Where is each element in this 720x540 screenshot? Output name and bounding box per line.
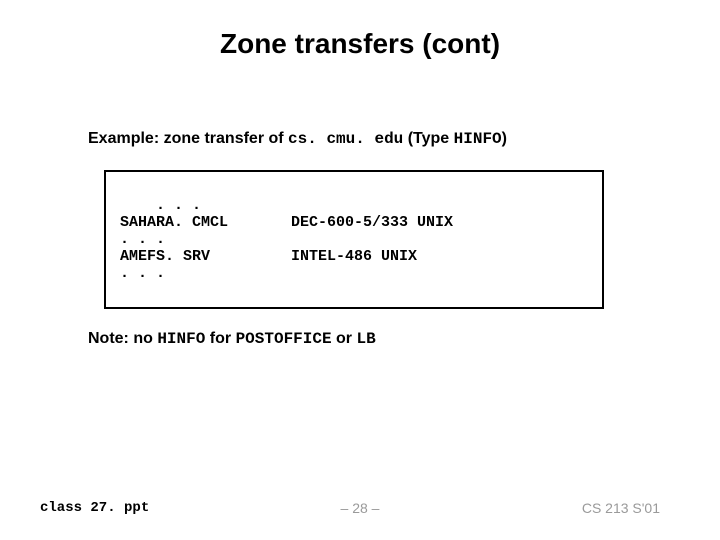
example-type: HINFO	[454, 130, 502, 148]
slide: Zone transfers (cont) Example: zone tran…	[0, 0, 720, 540]
footer: class 27. ppt – 28 – CS 213 S'01	[0, 500, 720, 516]
note-mid2: or	[332, 330, 357, 347]
slide-title: Zone transfers (cont)	[0, 28, 720, 60]
footer-filename: class 27. ppt	[40, 500, 149, 516]
example-mid: (Type	[403, 130, 453, 147]
footer-course: CS 213 S'01	[582, 500, 660, 516]
example-domain: cs. cmu. edu	[288, 130, 403, 148]
code-content: . . . SAHARA. CMCL DEC-600-5/333 UNIX . …	[120, 197, 453, 282]
note-lb: LB	[356, 330, 375, 348]
example-prefix: Example: zone transfer of	[88, 130, 288, 147]
code-box: . . . SAHARA. CMCL DEC-600-5/333 UNIX . …	[104, 170, 604, 309]
example-line: Example: zone transfer of cs. cmu. edu (…	[88, 130, 507, 148]
note-mid1: for	[205, 330, 235, 347]
example-suffix: )	[502, 130, 507, 147]
note-hinfo: HINFO	[157, 330, 205, 348]
title-text: Zone transfers (cont)	[220, 28, 500, 59]
footer-page: – 28 –	[341, 500, 380, 516]
note-postoffice: POSTOFFICE	[236, 330, 332, 348]
note-prefix: Note: no	[88, 330, 157, 347]
note-line: Note: no HINFO for POSTOFFICE or LB	[88, 330, 376, 348]
